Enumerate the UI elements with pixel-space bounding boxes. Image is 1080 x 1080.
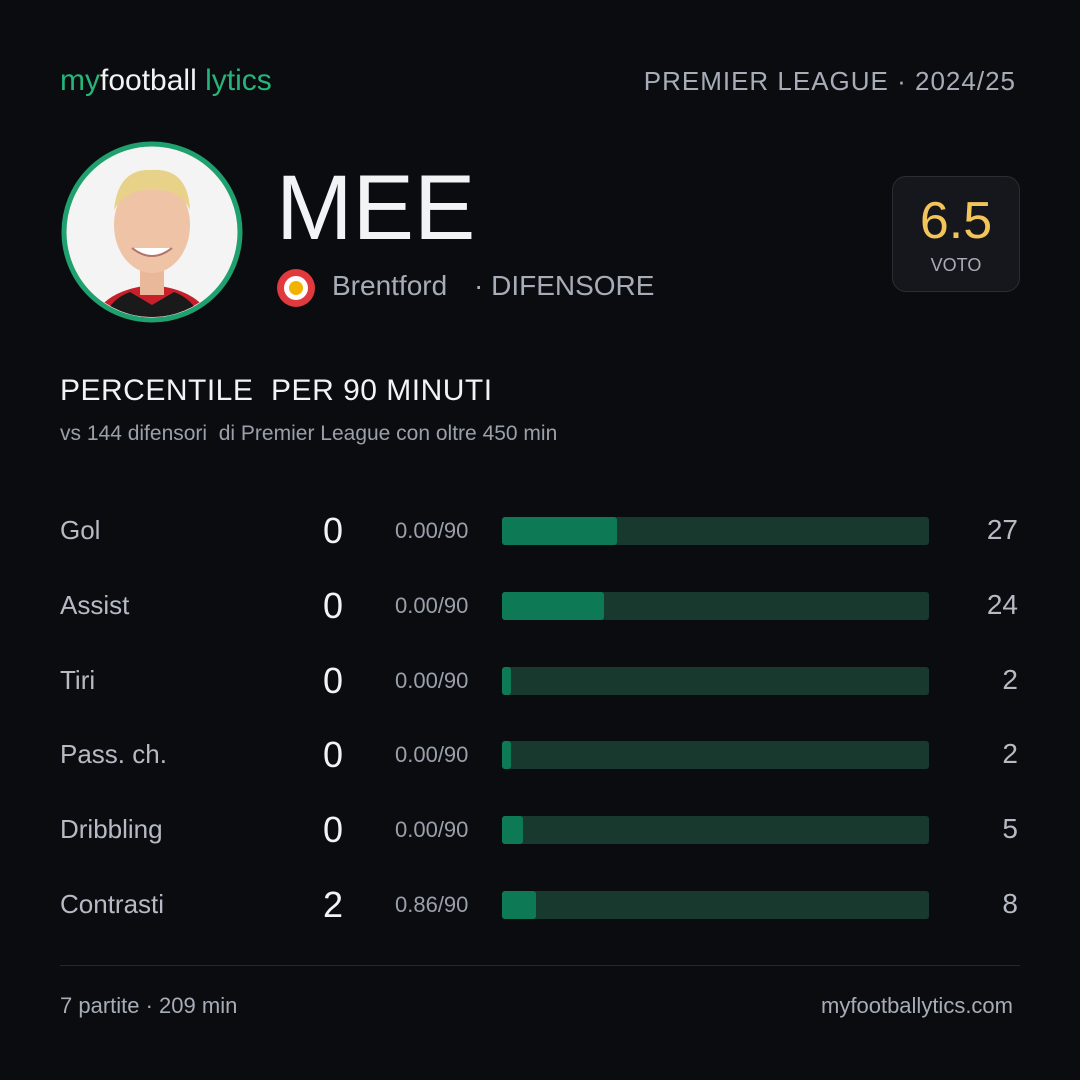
- row-value: 0: [322, 584, 343, 626]
- row-per90: 0.00/90: [395, 592, 469, 618]
- row-label: Contrasti: [60, 889, 165, 919]
- bar: [502, 666, 511, 695]
- row-percentile: 2: [1002, 663, 1018, 695]
- bar-track: [502, 891, 929, 919]
- row-value: 2: [322, 884, 343, 925]
- row-percentile: 2: [1002, 738, 1018, 770]
- footer-left: 7 partite · 209 min: [60, 993, 238, 1018]
- brand: myfootball lytics: [60, 64, 272, 98]
- row-per90: 0.00/90: [395, 667, 469, 693]
- row-per90: 0.00/90: [395, 742, 469, 768]
- league: PREMIER LEAGUE · 2024/25: [643, 66, 1016, 96]
- row-label: Gol: [60, 515, 101, 545]
- row-per90: 0.86/90: [395, 892, 469, 917]
- player-photo: [61, 141, 243, 323]
- rating-box: 6.5 VOTO: [892, 176, 1020, 292]
- bar: [502, 741, 511, 770]
- bar: [502, 591, 605, 620]
- player-name: MEE: [276, 157, 476, 259]
- row-per90: 0.00/90: [395, 817, 469, 843]
- row-label: Tiri: [60, 664, 96, 695]
- bar: [502, 891, 537, 919]
- divider: [60, 965, 1020, 966]
- bar-track: [502, 741, 929, 770]
- row-percentile: 24: [986, 588, 1018, 620]
- position: · DIFENSORE: [474, 270, 655, 301]
- row-label: Pass. ch.: [60, 739, 167, 770]
- row-percentile: 5: [1002, 813, 1018, 845]
- club: Brentford: [332, 270, 448, 301]
- row-per90: 0.00/90: [395, 518, 469, 543]
- bar: [502, 816, 524, 845]
- section-title: PERCENTILE PER 90 MINUTI: [60, 374, 493, 407]
- bar-track: [502, 517, 929, 545]
- bar: [502, 517, 618, 545]
- row-value: 0: [322, 809, 343, 851]
- row-value: 0: [322, 659, 343, 701]
- bar-track: [502, 666, 929, 695]
- section-subtitle: vs 144 difensori di Premier League con o…: [60, 422, 558, 445]
- brand-part: lytics: [205, 64, 272, 97]
- row-percentile: 27: [986, 514, 1018, 545]
- footer-right: myfootballytics.com: [821, 993, 1013, 1018]
- row-label: Dribbling: [60, 814, 163, 845]
- row-label: Assist: [60, 589, 130, 620]
- row-value: 0: [322, 734, 343, 776]
- row-percentile: 8: [1002, 888, 1018, 919]
- rating: 6.5: [919, 192, 993, 250]
- brand-part: football: [100, 64, 197, 97]
- brand-part: my: [60, 64, 100, 97]
- row-value: 0: [322, 510, 343, 551]
- bar-track: [502, 816, 929, 845]
- bar-track: [502, 591, 929, 620]
- rating-label: VOTO: [930, 255, 982, 275]
- club-badge: [277, 269, 315, 307]
